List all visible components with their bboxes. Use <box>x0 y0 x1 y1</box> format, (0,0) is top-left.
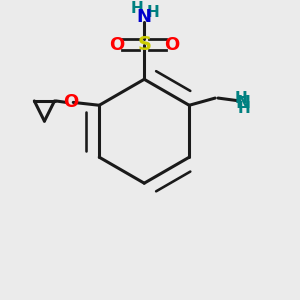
Text: O: O <box>164 36 179 54</box>
Text: O: O <box>109 36 124 54</box>
Text: O: O <box>63 93 78 111</box>
Text: H: H <box>235 91 247 106</box>
Text: N: N <box>235 94 250 112</box>
Text: H: H <box>146 5 159 20</box>
Text: S: S <box>137 35 151 54</box>
Text: H: H <box>130 1 143 16</box>
Text: H: H <box>238 101 250 116</box>
Text: N: N <box>137 8 152 26</box>
